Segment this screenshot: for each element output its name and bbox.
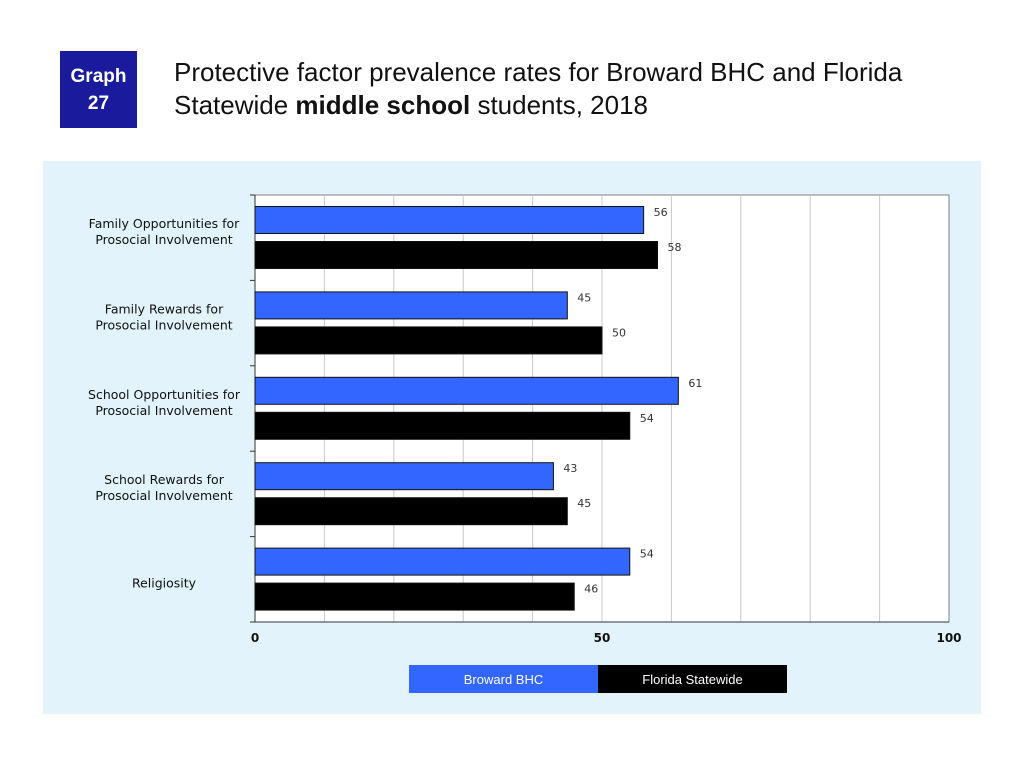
category-label: Prosocial Involvement bbox=[95, 403, 232, 418]
badge-number: 27 bbox=[87, 92, 110, 114]
bar-broward bbox=[254, 291, 568, 320]
x-tick-label: 0 bbox=[251, 631, 259, 645]
legend-item-broward: Broward BHC bbox=[409, 665, 598, 693]
legend-label-broward: Broward BHC bbox=[463, 671, 544, 687]
category-label: School Rewards for bbox=[104, 472, 225, 487]
data-label: 50 bbox=[612, 326, 626, 339]
bar-broward bbox=[254, 206, 645, 234]
category-label: Family Opportunities for bbox=[89, 216, 241, 231]
data-label: 56 bbox=[654, 206, 668, 219]
badge-label: Graph bbox=[70, 65, 127, 87]
bar-broward bbox=[254, 462, 554, 491]
x-tick-label: 100 bbox=[936, 631, 961, 645]
bar-florida bbox=[254, 326, 603, 355]
title-emphasis: middle school bbox=[295, 90, 471, 120]
data-label: 61 bbox=[688, 377, 702, 390]
category-label: Family Rewards for bbox=[105, 301, 224, 316]
title-suffix: students, 2018 bbox=[470, 90, 649, 120]
bar-broward bbox=[254, 376, 679, 405]
legend-label-florida: Florida Statewide bbox=[642, 671, 743, 687]
page-title: Protective factor prevalence rates for B… bbox=[174, 56, 994, 122]
data-label: 45 bbox=[577, 291, 591, 304]
data-label: 45 bbox=[577, 497, 591, 510]
graph-number-badge: Graph 27 bbox=[60, 51, 137, 128]
bar-florida bbox=[254, 241, 659, 269]
category-label: Prosocial Involvement bbox=[95, 317, 232, 332]
data-label: 54 bbox=[640, 548, 654, 561]
data-label: 46 bbox=[584, 583, 598, 596]
legend-item-florida: Florida Statewide bbox=[598, 665, 787, 693]
category-label: Prosocial Involvement bbox=[95, 488, 232, 503]
bar-broward bbox=[254, 547, 631, 576]
bar-florida bbox=[254, 582, 575, 611]
data-label: 54 bbox=[640, 412, 654, 425]
category-label: School Opportunities for bbox=[88, 387, 241, 402]
chart-legend: Broward BHC Florida Statewide bbox=[409, 665, 787, 693]
category-label: Religiosity bbox=[132, 575, 197, 590]
data-label: 58 bbox=[668, 241, 682, 254]
category-label: Prosocial Involvement bbox=[95, 232, 232, 247]
bar-florida bbox=[254, 497, 568, 526]
bar-florida bbox=[254, 411, 631, 440]
data-label: 43 bbox=[563, 462, 577, 475]
x-tick-label: 50 bbox=[594, 631, 611, 645]
title-text: Protective factor prevalence rates for B… bbox=[174, 57, 903, 120]
